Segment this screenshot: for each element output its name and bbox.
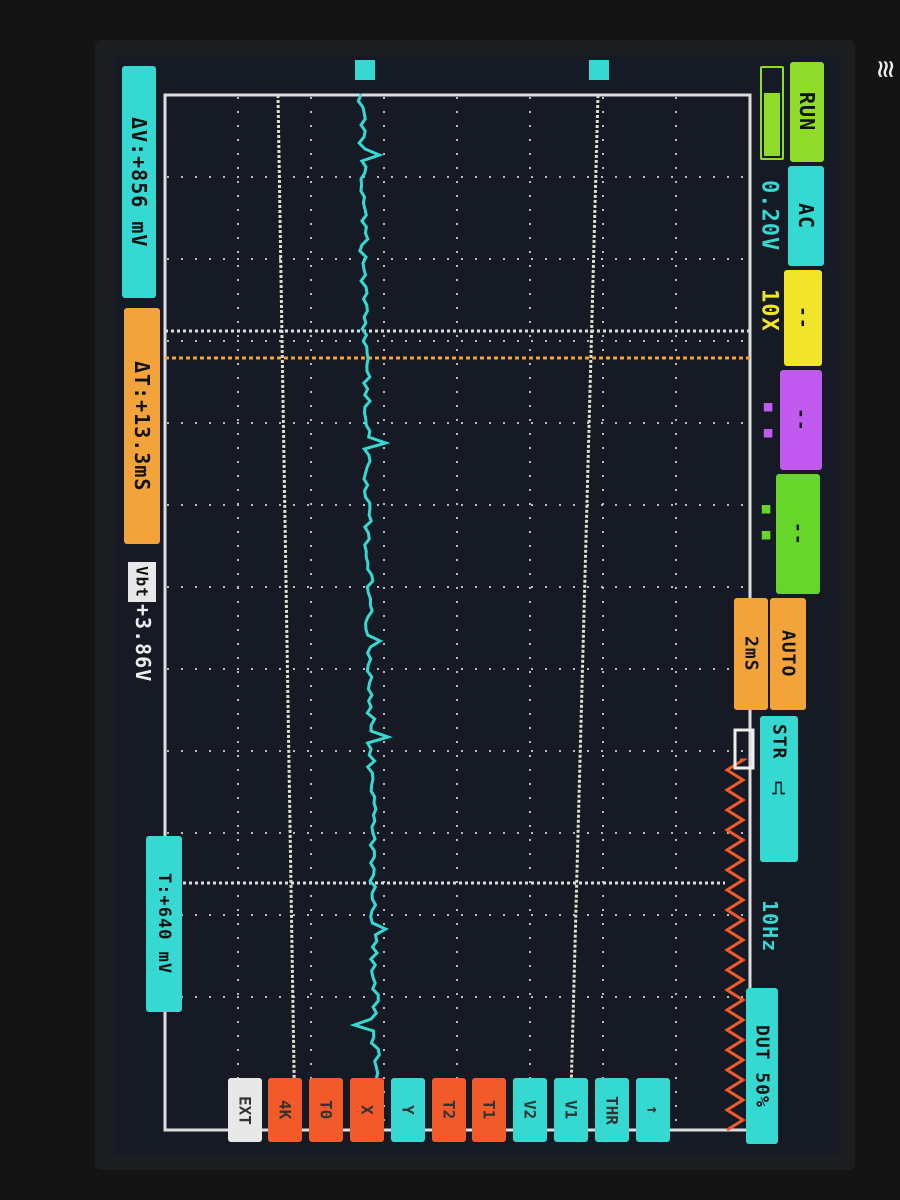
trigger-position-marker — [355, 60, 375, 80]
run-stop-button[interactable]: RUN — [790, 62, 824, 162]
green-marker: ▪▪ — [756, 500, 776, 544]
rising-edge-icon: ⎍ — [769, 780, 790, 799]
channel-green-button[interactable]: -- — [776, 474, 820, 594]
delta-t-readout: ΔT:+13.3mS — [124, 308, 160, 544]
volts-per-div: 0.20V — [756, 166, 782, 266]
magenta-marker: ▪▪ — [758, 400, 778, 440]
battery-icon — [760, 66, 784, 160]
bottom-button-arrow[interactable]: ↑ — [636, 1078, 670, 1142]
bottom-button-v1[interactable]: V1 — [554, 1078, 588, 1142]
cursor-t2-marker — [589, 60, 609, 80]
coupling-button[interactable]: AC — [788, 166, 824, 266]
bottom-button-v2[interactable]: V2 — [513, 1078, 547, 1142]
bottom-button-y[interactable]: Y — [391, 1078, 425, 1142]
channel-magenta-button[interactable]: -- — [780, 370, 822, 470]
bottom-button-4k[interactable]: 4K — [268, 1078, 302, 1142]
auto-mode-button[interactable]: AUTO — [770, 598, 806, 710]
bottom-button-t0[interactable]: T0 — [309, 1078, 343, 1142]
frequency-readout: 10Hz — [754, 880, 786, 972]
brand-logo: ≋ — [868, 60, 900, 78]
cursor-t2 — [570, 95, 598, 1130]
battery-voltage: +3.86V — [128, 604, 158, 764]
trigger-source-button[interactable]: STR ⎍ — [760, 716, 798, 862]
vbt-label: Vbt — [128, 562, 156, 602]
plot-frame — [165, 95, 750, 1130]
trigger-level-readout: T:+640 mV — [146, 836, 182, 1012]
delta-v-readout: ΔV:+856 mV — [122, 66, 156, 298]
bottom-button-ext[interactable]: EXT — [228, 1078, 262, 1142]
bottom-button-thr[interactable]: THR — [595, 1078, 629, 1142]
bottom-button-t2[interactable]: T2 — [432, 1078, 466, 1142]
time-per-div[interactable]: 2mS — [734, 598, 768, 710]
channel-yellow-button[interactable]: -- — [784, 270, 822, 366]
waveform-plot — [115, 55, 840, 1155]
trigger-source-label: STR — [769, 724, 790, 760]
probe-ratio: 10X — [756, 270, 782, 350]
cursor-t1 — [278, 95, 295, 1130]
bottom-button-t1[interactable]: T1 — [472, 1078, 506, 1142]
duty-cycle-readout: DUT 50% — [746, 988, 778, 1144]
output-signal-zigzag — [727, 760, 743, 1130]
bottom-button-x[interactable]: X — [350, 1078, 384, 1142]
oscilloscope-screen — [115, 55, 840, 1155]
